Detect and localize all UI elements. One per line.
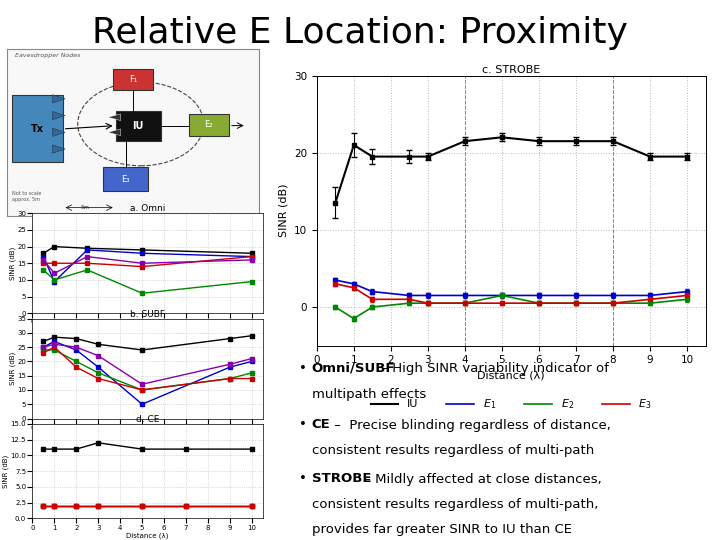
FancyBboxPatch shape <box>103 167 148 191</box>
Text: consistent results regardless of multi-path: consistent results regardless of multi-p… <box>312 444 594 457</box>
FancyBboxPatch shape <box>189 114 229 136</box>
Text: E₂: E₂ <box>204 120 213 129</box>
Y-axis label: SINR (dB): SINR (dB) <box>279 184 289 238</box>
Text: multipath effects: multipath effects <box>312 388 426 401</box>
Text: Eavesdropper Nodes: Eavesdropper Nodes <box>15 53 80 58</box>
Legend: IU, $E_1$, $E_2$, $E_3$: IU, $E_1$, $E_2$, $E_3$ <box>366 393 656 416</box>
Y-axis label: SINR (dB): SINR (dB) <box>9 352 16 385</box>
Y-axis label: SINR (dB): SINR (dB) <box>9 247 16 280</box>
Title: a. Omni: a. Omni <box>130 204 166 213</box>
Text: provides far greater SINR to IU than CE: provides far greater SINR to IU than CE <box>312 523 572 536</box>
Text: - High SINR variability indicator of: - High SINR variability indicator of <box>379 362 609 375</box>
Polygon shape <box>53 111 65 120</box>
Text: E₃: E₃ <box>122 174 130 184</box>
Text: STROBE: STROBE <box>312 472 372 485</box>
Text: IU: IU <box>132 120 144 131</box>
Title: c. STROBE: c. STROBE <box>482 65 540 75</box>
Polygon shape <box>108 129 121 136</box>
Text: •: • <box>299 362 311 375</box>
Text: Not to scale
approx. 5m: Not to scale approx. 5m <box>12 191 42 202</box>
Text: –  Precise blinding regardless of distance,: – Precise blinding regardless of distanc… <box>330 418 611 431</box>
FancyBboxPatch shape <box>113 69 153 91</box>
X-axis label: Distance (λ): Distance (λ) <box>127 532 168 538</box>
Text: consistent results regardless of multi-path,: consistent results regardless of multi-p… <box>312 498 598 511</box>
Polygon shape <box>53 94 65 103</box>
Text: •: • <box>299 418 311 431</box>
Title: d. CE: d. CE <box>136 415 159 424</box>
Text: F₁: F₁ <box>129 75 138 84</box>
Text: Relative E Location: Proximity: Relative E Location: Proximity <box>92 16 628 50</box>
Y-axis label: SINR (dB): SINR (dB) <box>2 455 9 488</box>
FancyBboxPatch shape <box>116 111 161 140</box>
Title: b. SUBF: b. SUBF <box>130 309 165 319</box>
Text: CE: CE <box>312 418 330 431</box>
Text: – Mildly affected at close distances,: – Mildly affected at close distances, <box>360 472 602 485</box>
X-axis label: Distance (λ): Distance (λ) <box>477 371 545 381</box>
Text: Omni/SUBF: Omni/SUBF <box>312 362 395 375</box>
Text: •: • <box>299 472 311 485</box>
Polygon shape <box>53 128 65 137</box>
Polygon shape <box>53 145 65 153</box>
Polygon shape <box>108 114 121 120</box>
FancyBboxPatch shape <box>12 96 63 163</box>
Text: 5m: 5m <box>81 205 89 210</box>
Text: Tx: Tx <box>31 124 44 134</box>
